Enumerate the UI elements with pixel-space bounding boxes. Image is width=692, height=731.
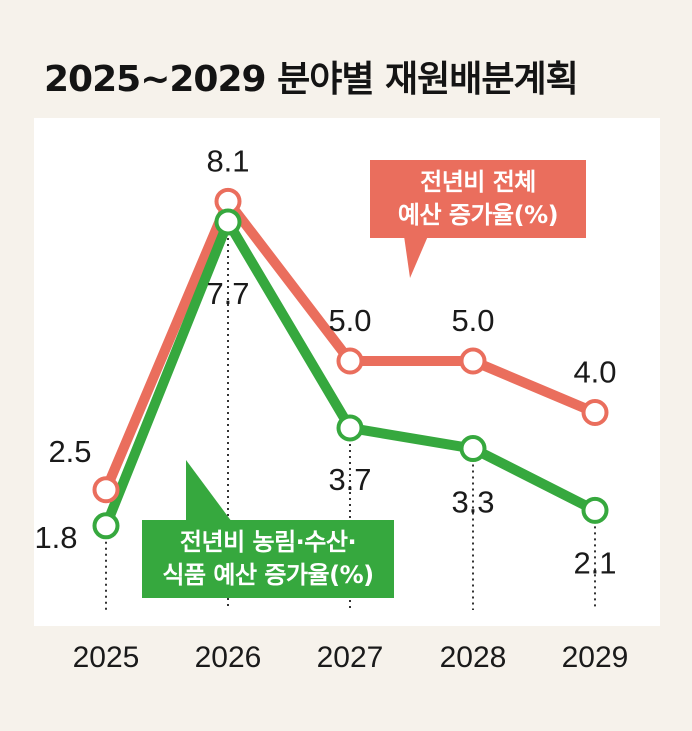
value-label-s0-2027: 5.0: [328, 303, 371, 338]
value-label-s1-2025: 1.8: [34, 520, 77, 555]
point-s0-2028: [459, 347, 487, 375]
legend-agri-line-2: 식품 예산 증가율(%): [162, 561, 374, 589]
value-label-s1-2026: 7.7: [206, 276, 249, 311]
value-label-s1-2028: 3.3: [451, 485, 494, 520]
value-label-s0-2026: 8.1: [206, 143, 249, 178]
value-label-s0-2028: 5.0: [451, 303, 494, 338]
point-s0-2025: [92, 476, 120, 504]
x-tick-2029: 2029: [562, 641, 629, 674]
legend-total: 전년비 전체 예산 증가율(%): [370, 160, 586, 238]
legend-agri-pointer: [186, 460, 232, 522]
point-s1-2026: [214, 208, 242, 236]
point-s1-2025: [92, 512, 120, 540]
value-label-s0-2025: 2.5: [48, 434, 91, 469]
legend-total-line-2: 예산 증가율(%): [397, 201, 559, 229]
value-label-s1-2027: 3.7: [328, 462, 371, 497]
point-s0-2027: [336, 347, 364, 375]
x-tick-2027: 2027: [317, 641, 384, 674]
point-s1-2028: [459, 435, 487, 463]
legend-total-pointer: [404, 236, 428, 278]
point-s0-2029: [581, 399, 609, 426]
point-s1-2027: [336, 414, 364, 442]
x-tick-2026: 2026: [195, 641, 262, 674]
legend-agri-line-1: 전년비 농림·수산·: [179, 528, 357, 556]
chart-title: 2025~2029 분야별 재원배분계획: [44, 59, 579, 100]
value-label-s1-2029: 2.1: [573, 545, 616, 580]
point-s1-2029: [581, 496, 609, 524]
x-tick-2025: 2025: [73, 641, 140, 674]
legend-total-line-1: 전년비 전체: [420, 168, 536, 196]
value-label-s0-2029: 4.0: [573, 355, 616, 390]
x-tick-2028: 2028: [440, 641, 507, 674]
legend-agri: 전년비 농림·수산· 식품 예산 증가율(%): [142, 520, 394, 598]
